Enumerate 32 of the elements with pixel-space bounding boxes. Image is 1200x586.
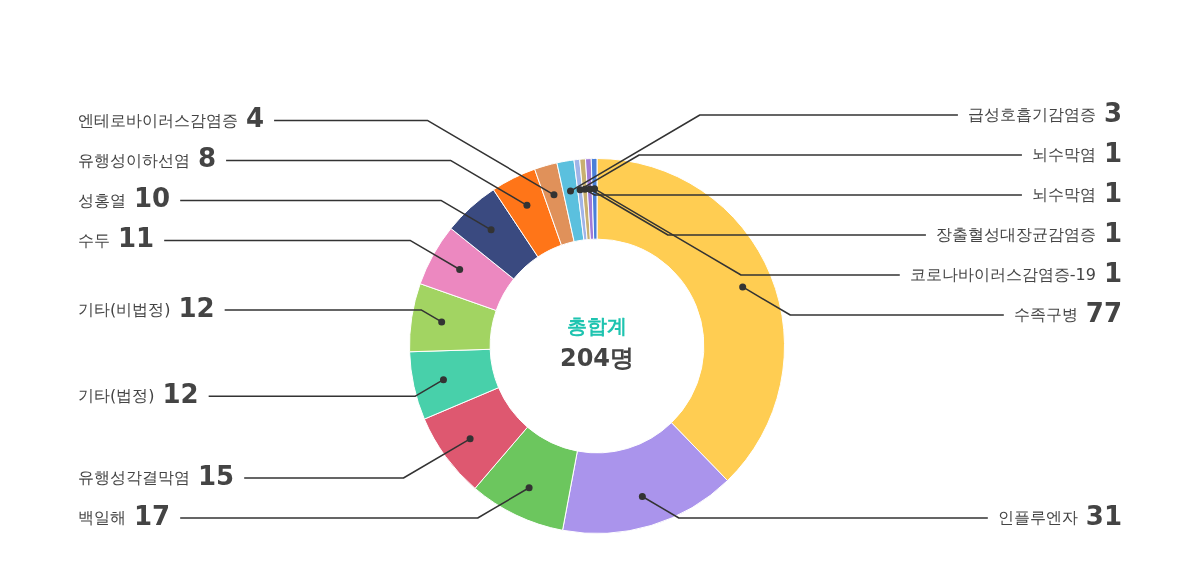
data-label: 1	[1103, 137, 1122, 168]
text: 204명	[559, 344, 635, 373]
slice-label: 수족구병	[1013, 305, 1078, 325]
data-label: 31	[1085, 500, 1123, 531]
slice-label: 성홍열	[78, 190, 126, 210]
data-label: 4	[246, 103, 265, 134]
data-label: 12	[178, 292, 215, 323]
slice-label: 백일해	[78, 508, 126, 528]
data-label: 12	[162, 378, 199, 409]
slice-label: 급성호흡기감염증	[967, 105, 1096, 125]
data-label: 1	[1103, 257, 1122, 288]
slice-label: 뇌수막염	[1031, 145, 1096, 165]
slice-label: 유행성각결막염	[78, 468, 190, 488]
slice-label: 코로나바이러스감염증-19	[909, 265, 1096, 285]
text: 총합계	[567, 314, 627, 339]
slice-label: 기타(법정)	[78, 386, 155, 406]
slice-label: 인플루엔자	[997, 508, 1078, 528]
data-label: 10	[134, 183, 171, 214]
slice-label: 유행성이하선염	[78, 150, 190, 170]
data-label: 11	[118, 223, 155, 254]
data-label: 17	[134, 500, 171, 531]
data-label: 1	[1103, 177, 1122, 208]
slice-label: 장출혈성대장균감염증	[935, 225, 1096, 245]
slice-label: 수두	[78, 230, 110, 250]
data-label: 3	[1103, 97, 1122, 128]
slice-label: 엔테로바이러스감염증	[78, 110, 238, 130]
data-label: 8	[198, 143, 217, 174]
data-label: 77	[1085, 297, 1123, 328]
data-label: 15	[198, 460, 235, 491]
slice-label: 기타(비법정)	[78, 300, 171, 320]
slice-label: 뇌수막염	[1031, 185, 1096, 205]
data-label: 1	[1103, 217, 1122, 248]
